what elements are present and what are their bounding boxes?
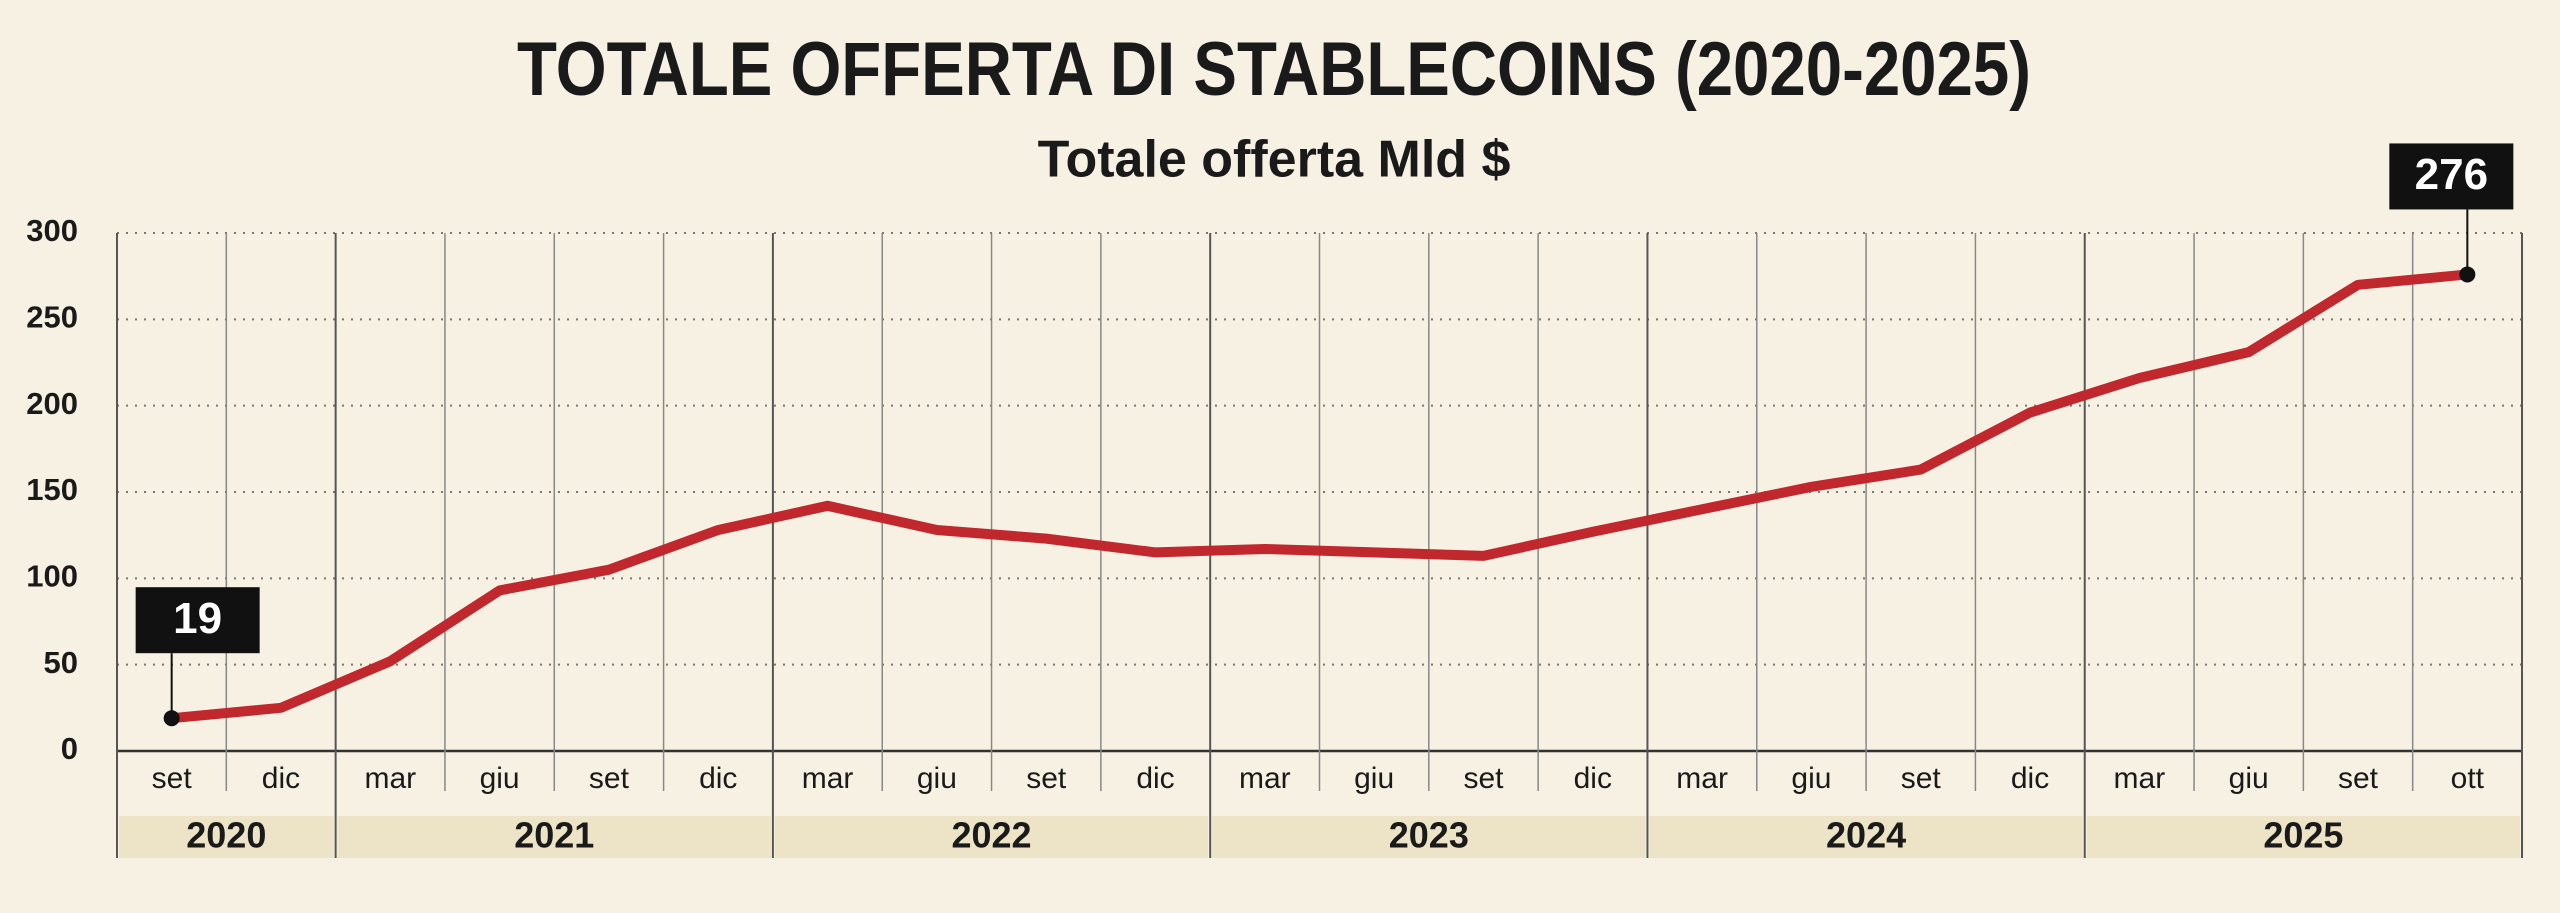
y-tick-label: 0 bbox=[61, 731, 78, 766]
x-tick-label: mar bbox=[1676, 762, 1728, 795]
label-box bbox=[2389, 143, 2514, 210]
x-tick-label: set bbox=[152, 762, 193, 795]
x-tick-label: ott bbox=[2451, 762, 2485, 795]
x-tick-label: giu bbox=[917, 762, 957, 795]
y-tick-label: 250 bbox=[26, 300, 78, 335]
x-tick-label: giu bbox=[480, 762, 520, 795]
year-label: 2025 bbox=[2263, 815, 2343, 856]
year-band bbox=[119, 816, 334, 858]
year-label: 2021 bbox=[514, 815, 594, 856]
data-label: 19 bbox=[173, 594, 222, 643]
x-tick-label: mar bbox=[1239, 762, 1291, 795]
year-label: 2022 bbox=[951, 815, 1031, 856]
x-tick-label: dic bbox=[1136, 762, 1174, 795]
data-point bbox=[163, 710, 180, 727]
year-band bbox=[337, 816, 771, 858]
x-tick-label: giu bbox=[1354, 762, 1394, 795]
x-tick-label: mar bbox=[2114, 762, 2166, 795]
y-tick-label: 300 bbox=[26, 213, 78, 248]
x-tick-label: set bbox=[1026, 762, 1067, 795]
x-tick-label: mar bbox=[802, 762, 854, 795]
x-tick-label: set bbox=[589, 762, 630, 795]
x-tick-label: dic bbox=[262, 762, 300, 795]
label-box bbox=[135, 587, 260, 654]
data-line bbox=[166, 269, 2473, 724]
x-tick-label: set bbox=[2338, 762, 2379, 795]
x-tick-label: giu bbox=[2229, 762, 2269, 795]
x-tick-label: dic bbox=[699, 762, 737, 795]
y-tick-label: 200 bbox=[26, 386, 78, 421]
x-tick-label: set bbox=[1901, 762, 1942, 795]
data-point bbox=[2459, 266, 2476, 283]
year-label: 2020 bbox=[186, 815, 266, 856]
x-tick-label: dic bbox=[1574, 762, 1612, 795]
year-band bbox=[774, 816, 1209, 858]
chart-title: TOTALE OFFERTA DI STABLECOINS (2020-2025… bbox=[517, 28, 2031, 113]
year-label: 2023 bbox=[1389, 815, 1469, 856]
y-tick-label: 100 bbox=[26, 559, 78, 594]
y-tick-label: 150 bbox=[26, 472, 78, 507]
year-band bbox=[1212, 816, 1646, 858]
x-tick-label: dic bbox=[2011, 762, 2049, 795]
year-band bbox=[2086, 816, 2520, 858]
data-label: 276 bbox=[2415, 150, 2488, 199]
year-band bbox=[1649, 816, 2083, 858]
x-tick-label: set bbox=[1463, 762, 1504, 795]
x-tick-label: mar bbox=[364, 762, 416, 795]
chart-subtitle: Totale offerta Mld $ bbox=[1038, 131, 1511, 189]
x-tick-label: giu bbox=[1791, 762, 1831, 795]
year-label: 2024 bbox=[1826, 815, 1906, 856]
y-tick-label: 50 bbox=[44, 645, 78, 680]
